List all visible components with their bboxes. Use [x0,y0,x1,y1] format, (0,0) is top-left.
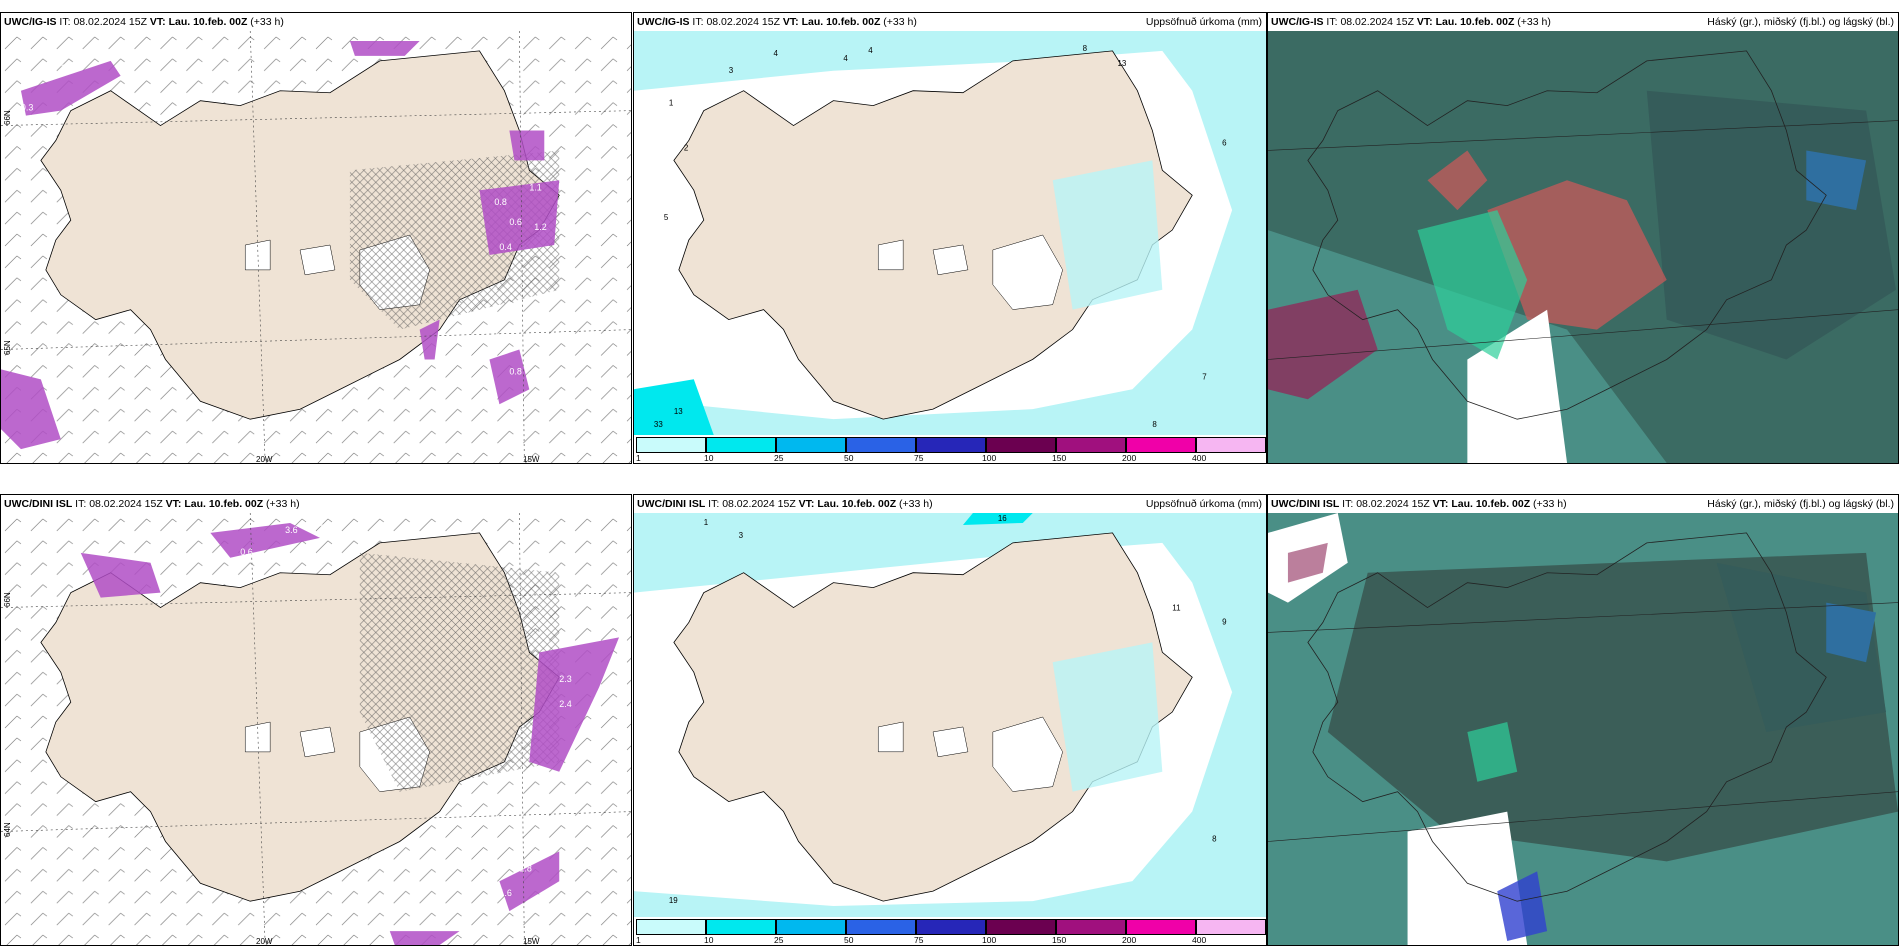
snow-amount-label: 0.8 [509,366,521,376]
wind-snow-map: 3.6 0.6 2.1 2.3 1.8 1.6 2.4 [1,513,631,945]
wind-snow-panel-row2: UWC/DINI ISL IT: 08.02.2024 15Z VT: Lau.… [0,494,632,946]
init-time: 08.02.2024 15Z [73,16,147,28]
colorbar-swatch [636,919,706,935]
colorbar-swatch [1196,437,1266,453]
precip-amount: 7 [1202,372,1207,381]
colorbar-swatch [706,919,776,935]
cloud-panel-row1: UWC/IG-IS IT: 08.02.2024 15Z VT: Lau. 10… [1267,12,1899,464]
cloud-panel-row2: UWC/DINI ISL IT: 08.02.2024 15Z VT: Lau.… [1267,494,1899,946]
precip-amount: 11 [1172,604,1181,613]
precip-amount: 13 [674,407,683,416]
lon-label: 20W [256,937,273,946]
lat-label: 66N [3,592,12,607]
colorbar-swatch [986,437,1056,453]
precip-amount: 8 [1083,44,1088,53]
snow-amount-label: 1.7 [61,63,73,73]
snow-amount-label: 0.6 [509,217,521,227]
colorbar-swatch [706,437,776,453]
colorbar-swatch [776,437,846,453]
colorbar-swatch [846,919,916,935]
precip-amount: 8 [1152,420,1157,429]
cloud-title: Háský (gr.), miðský (fj.bl.) og lágský (… [1707,16,1894,28]
precip-amount: 1 [669,99,674,108]
precip-colorbar: 1 10 25 50 75 100 150 200 400 [634,435,1266,463]
precip-amount: 13 [1117,59,1126,68]
panel-header: UWC/IG-IS IT: 08.02.2024 15Z VT: Lau. 10… [634,13,1266,31]
lat-label: 65N [3,340,12,355]
lead-time: (+33 h) [266,498,300,510]
precip-amount: 16 [998,514,1007,523]
precip-amount: 4 [774,49,779,58]
snow-amount-label: 2.1 [320,523,332,533]
colorbar-swatch [1126,919,1196,935]
precip-amount: 33 [654,420,663,429]
snow-amount-label: 3.6 [285,525,297,535]
snow-amount-label: 0.4 [499,242,511,252]
snow-amount-label: 2.4 [559,699,571,709]
precip-title: Uppsöfnuð úrkoma (mm) [1145,16,1262,28]
precip-amount: 4 [868,46,873,55]
precip-amount: 8 [1212,834,1217,843]
snow-amount-label: 2.3 [559,674,571,684]
snow-amount-label: 0.3 [21,103,33,113]
panel-header: UWC/IG-IS IT: 08.02.2024 15Z VT: Lau. 10… [1,13,631,31]
colorbar-swatch [916,437,986,453]
precip-amount: 2 [684,143,689,152]
lat-label: 66N [3,110,12,125]
colorbar-swatch [1126,437,1196,453]
colorbar-swatch [916,919,986,935]
precip-amount: 19 [669,896,678,905]
precip-amount: 6 [1222,138,1227,147]
valid-time: Lau. 10.feb. 00Z [184,498,264,510]
colorbar-swatch [986,919,1056,935]
snow-amount-label: 1.1 [529,182,541,192]
lead-time: (+33 h) [250,16,284,28]
lat-label: 64N [3,822,12,837]
lon-label: 15W [523,937,540,946]
init-time: 08.02.2024 15Z [89,498,163,510]
precip-amount: 5 [664,213,669,222]
precip-amount: 3 [739,531,744,540]
colorbar-swatch [1196,919,1266,935]
wind-snow-panel-row1: UWC/IG-IS IT: 08.02.2024 15Z VT: Lau. 10… [0,12,632,464]
cloud-title: Háský (gr.), miðský (fj.bl.) og lágský (… [1707,498,1894,510]
panel-header: UWC/IG-IS IT: 08.02.2024 15Z VT: Lau. 10… [1268,13,1898,31]
precip-map: 1 3 16 11 9 8 19 [634,513,1266,917]
precip-amount: 1 [704,518,709,527]
model-name: UWC/DINI ISL [4,498,73,510]
snow-amount-label: 1.8 [519,863,531,873]
lon-label: 20W [256,455,273,464]
precip-map: 4 4 4 3 1 2 5 8 13 6 7 13 33 8 [634,31,1266,435]
wind-snow-map: 1.7 0.3 0.8 0.6 1.1 1.2 0.4 0.8 [1,31,631,463]
precip-panel-row1: UWC/IG-IS IT: 08.02.2024 15Z VT: Lau. 10… [633,12,1267,464]
panel-header: UWC/DINI ISL IT: 08.02.2024 15Z VT: Lau.… [1,495,631,513]
lon-label: 15W [523,455,540,464]
precip-colorbar: 1 10 25 50 75 100 150 200 400 [634,917,1266,945]
colorbar-swatch [776,919,846,935]
snow-amount-label: 0.8 [494,197,506,207]
precip-amount: 3 [729,66,734,75]
precip-amount: 4 [843,54,848,63]
panel-header: UWC/DINI ISL IT: 08.02.2024 15Z VT: Lau.… [634,495,1266,513]
snow-amount-label: 1.2 [534,222,546,232]
colorbar-swatch [1056,437,1126,453]
precip-title: Uppsöfnuð úrkoma (mm) [1145,498,1262,510]
cloud-map [1268,31,1898,463]
panel-header: UWC/DINI ISL IT: 08.02.2024 15Z VT: Lau.… [1268,495,1898,513]
precip-panel-row2: UWC/DINI ISL IT: 08.02.2024 15Z VT: Lau.… [633,494,1267,946]
colorbar-swatch [636,437,706,453]
cloud-map [1268,513,1898,945]
model-name: UWC/IG-IS [4,16,57,28]
colorbar-swatch [1056,919,1126,935]
precip-amount: 9 [1222,617,1227,626]
valid-time: Lau. 10.feb. 00Z [168,16,248,28]
snow-amount-label: 0.6 [240,547,252,557]
colorbar-swatch [846,437,916,453]
snow-amount-label: 1.6 [499,888,511,898]
